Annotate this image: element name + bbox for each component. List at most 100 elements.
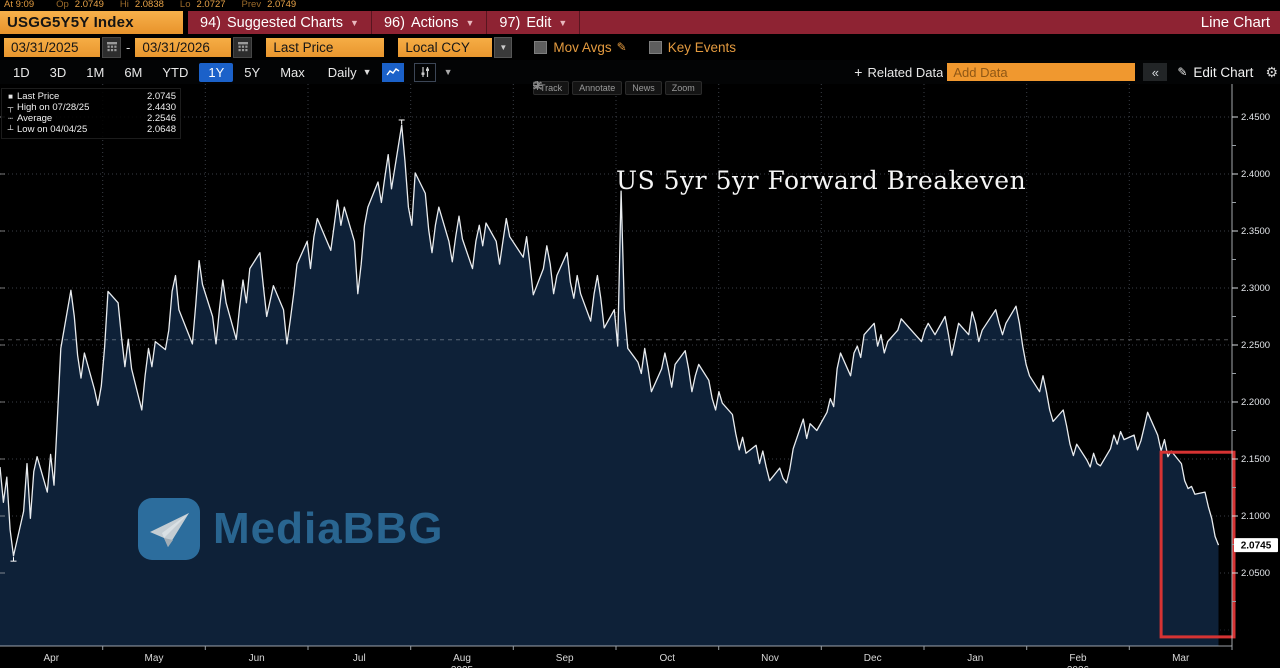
- chart-legend: ■ Last Price 2.0745 ┬ High on 07/28/25 2…: [1, 88, 181, 139]
- related-data-button[interactable]: + Related Data: [854, 64, 943, 80]
- period-button-1d[interactable]: 1D: [13, 64, 30, 80]
- last-price-badge: 2.0745: [1234, 538, 1278, 553]
- related-data-label: Related Data: [867, 64, 944, 80]
- mov-avgs-checkbox[interactable]: [534, 40, 548, 54]
- news-button[interactable]: News: [533, 81, 662, 95]
- chevron-down-icon[interactable]: ▼: [494, 36, 513, 58]
- y-tick-label: 2.1000: [1241, 511, 1270, 522]
- edit-chart-button[interactable]: ✎ Edit Chart: [1177, 65, 1253, 80]
- average-dash-icon: ┄: [8, 114, 13, 123]
- date-to-field[interactable]: 03/31/2026: [135, 37, 232, 57]
- period-button-ytd[interactable]: YTD: [162, 64, 189, 80]
- pencil-icon[interactable]: ✎: [616, 40, 627, 54]
- month-label: Jun: [249, 653, 265, 664]
- chart-annotation-title[interactable]: US 5yr 5yr Forward Breakeven: [616, 166, 1027, 195]
- legend-row-last-price: ■ Last Price 2.0745: [4, 91, 176, 102]
- legend-row-low: ┴ Low on 04/04/25 2.0648: [4, 124, 176, 135]
- month-label: Oct: [660, 653, 676, 664]
- chart-area[interactable]: 2.4500 2.4000 2.3500 2.3000 2.2500 2.2000 2.15…: [0, 81, 1280, 668]
- edit-chart-label: Edit Chart: [1193, 64, 1254, 80]
- legend-value: 2.0648: [146, 124, 176, 135]
- status-fields: Op 2.0749 Hi 2.0838 Lo 2.0727 Prev 2.0749: [56, 0, 312, 10]
- price-type-select[interactable]: Last Price: [266, 37, 385, 57]
- month-label: Dec: [864, 653, 882, 664]
- watermark-text: MediaBBG: [213, 504, 444, 553]
- chart-settings-button[interactable]: [413, 62, 436, 82]
- mov-avgs-label: Mov Avgs: [553, 39, 612, 55]
- period-button-max[interactable]: Max: [280, 64, 305, 80]
- menu-bar: 94) Suggested Charts ▼ 96) Actions ▼ 97) Edit ▼ …: [188, 11, 1280, 34]
- svg-text:2.0745: 2.0745: [1241, 541, 1272, 552]
- month-label: May: [145, 653, 164, 664]
- y-tick-label: 2.3000: [1241, 283, 1270, 294]
- key-events-checkbox[interactable]: [648, 40, 662, 54]
- telegram-plane-icon: [138, 498, 200, 560]
- pencil-icon: ✎: [1177, 65, 1188, 79]
- y-axis: 2.4500 2.4000 2.3500 2.3000 2.2500 2.2000 2.15…: [0, 112, 1270, 602]
- month-label: Sep: [556, 653, 574, 664]
- zoom-button[interactable]: Zoom: [533, 81, 702, 95]
- calendar-icon[interactable]: [102, 36, 121, 58]
- period-button-5y[interactable]: 5Y: [244, 64, 261, 80]
- ticker-bar: USGG5Y5Y Index 94) Suggested Charts ▼ 96) Ac…: [0, 11, 1280, 34]
- period-button-1m[interactable]: 1M: [86, 64, 105, 80]
- chevron-down-icon: ▼: [350, 17, 359, 28]
- sliders-icon: [421, 67, 429, 77]
- low-marker: [10, 557, 17, 562]
- calendar-icon[interactable]: [233, 36, 253, 58]
- chevron-down-icon: ▼: [558, 17, 568, 28]
- chevron-down-icon[interactable]: ▼: [443, 67, 453, 77]
- chevron-down-icon: ▼: [362, 67, 372, 77]
- line-chart-icon: [386, 68, 399, 76]
- currency-select[interactable]: Local CCY: [398, 37, 493, 57]
- month-label: Mar: [1172, 653, 1190, 664]
- y-tick-label: 2.4000: [1241, 169, 1270, 180]
- chevron-down-icon: ▼: [465, 17, 475, 28]
- plus-icon: +: [854, 64, 863, 80]
- y-tick-label: 2.1500: [1241, 454, 1270, 465]
- month-label: Aug: [453, 653, 471, 664]
- period-buttons: 1D 3D 1M 6M YTD 1Y 5Y Max: [4, 62, 316, 82]
- legend-row-high: ┬ High on 07/28/25 2.4430: [4, 102, 176, 113]
- month-label: Jul: [353, 653, 366, 664]
- legend-label: High on 07/28/25: [17, 102, 90, 113]
- annotate-label: Annotate: [579, 83, 616, 93]
- date-range-separator: -: [126, 39, 131, 55]
- period-button-6m[interactable]: 6M: [124, 64, 143, 80]
- month-label: Nov: [761, 653, 779, 664]
- add-data-input[interactable]: [947, 63, 1136, 81]
- menu-button-suggested-charts[interactable]: 94) Suggested Charts ▼: [188, 11, 372, 34]
- collapse-panel-button[interactable]: «: [1143, 63, 1168, 81]
- line-chart-type-button[interactable]: [381, 62, 404, 82]
- status-lo: Lo 2.0727: [179, 0, 226, 10]
- watermark: MediaBBG: [138, 498, 443, 560]
- legend-row-average: ┄ Average 2.2546: [4, 113, 176, 124]
- price-chart[interactable]: 2.4500 2.4000 2.3500 2.3000 2.2500 2.2000 2.15…: [0, 84, 1280, 668]
- y-tick-label: 2.4500: [1241, 112, 1270, 123]
- menu-button-edit[interactable]: 97) Edit ▼: [487, 11, 581, 34]
- key-events-label: Key Events: [667, 39, 736, 55]
- x-axis: Apr May Jun Jul Aug2025 Sep Oct Nov Dec Jan Feb202…: [44, 646, 1233, 668]
- frequency-select[interactable]: Daily ▼: [328, 65, 372, 80]
- area-fill: [0, 125, 1219, 646]
- y-tick-label: 2.2000: [1241, 397, 1270, 408]
- legend-value: 2.4430: [146, 102, 176, 113]
- low-marker-icon: ┴: [7, 125, 14, 134]
- gear-icon[interactable]: ⚙: [1265, 63, 1278, 80]
- legend-label: Average: [17, 113, 53, 124]
- menu-button-actions[interactable]: 96) Actions ▼: [372, 11, 488, 34]
- plot-toolbar: Track Annotate News Zoom: [533, 81, 702, 95]
- year-label: 2025: [451, 665, 474, 668]
- status-op: Op 2.0749: [56, 0, 104, 10]
- legend-label: Low on 04/04/25: [17, 124, 88, 135]
- track-label: Track: [540, 83, 563, 93]
- status-prev: Prev 2.0749: [241, 0, 297, 10]
- legend-label: Last Price: [17, 91, 60, 102]
- date-from-field[interactable]: 03/31/2025: [4, 37, 100, 57]
- month-label: Apr: [44, 653, 60, 664]
- period-button-1y[interactable]: 1Y: [199, 62, 234, 82]
- period-button-3d[interactable]: 3D: [49, 64, 67, 80]
- annotate-button[interactable]: Annotate: [533, 81, 623, 95]
- ticker-input[interactable]: USGG5Y5Y Index: [0, 11, 183, 34]
- high-marker-icon: ┬: [7, 103, 14, 112]
